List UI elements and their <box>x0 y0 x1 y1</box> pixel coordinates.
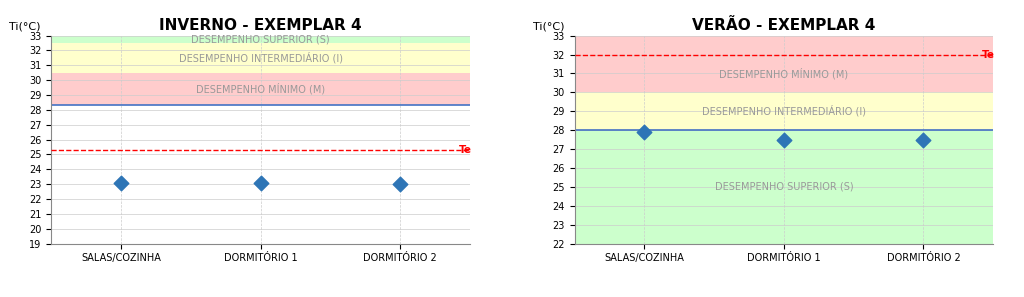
Text: DESEMPENHO SUPERIOR (S): DESEMPENHO SUPERIOR (S) <box>715 182 853 192</box>
Point <box>252 180 268 185</box>
Title: VERÃO - EXEMPLAR 4: VERÃO - EXEMPLAR 4 <box>692 18 876 33</box>
Bar <box>51 73 470 105</box>
Text: Te: Te <box>982 50 995 59</box>
Text: Te: Te <box>459 145 472 155</box>
Title: INVERNO - EXEMPLAR 4: INVERNO - EXEMPLAR 4 <box>160 18 361 33</box>
Bar <box>574 92 993 130</box>
Text: Ti(°C): Ti(°C) <box>9 21 41 31</box>
Bar <box>51 21 470 43</box>
Point <box>392 182 409 187</box>
Point <box>636 130 652 135</box>
Text: DESEMPENHO INTERMEDIÁRIO (I): DESEMPENHO INTERMEDIÁRIO (I) <box>701 105 866 117</box>
Text: DESEMPENHO MÍNIMO (M): DESEMPENHO MÍNIMO (M) <box>196 83 325 95</box>
Text: DESEMPENHO INTERMEDIÁRIO (I): DESEMPENHO INTERMEDIÁRIO (I) <box>178 52 343 64</box>
Point <box>776 137 793 142</box>
Point <box>113 180 129 185</box>
Bar <box>574 130 993 244</box>
Text: DESEMPENHO MÍNIMO (M): DESEMPENHO MÍNIMO (M) <box>720 68 849 79</box>
Text: Ti(°C): Ti(°C) <box>532 21 564 31</box>
Bar <box>574 17 993 92</box>
Text: DESEMPENHO SUPERIOR (S): DESEMPENHO SUPERIOR (S) <box>191 34 330 44</box>
Point <box>915 137 932 142</box>
Bar <box>51 43 470 73</box>
